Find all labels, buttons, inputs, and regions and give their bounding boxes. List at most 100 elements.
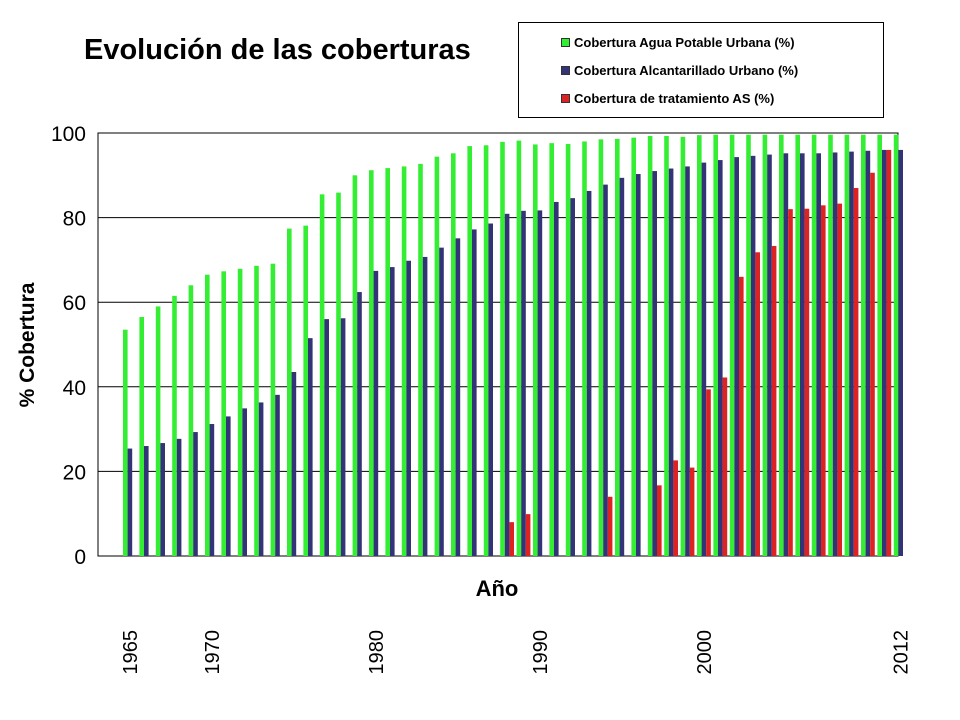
bar-agua-potable-1997 — [647, 135, 653, 556]
bar-tratamiento-2005 — [788, 209, 793, 556]
bar-agua-potable-1990 — [533, 144, 538, 557]
plot-area — [97, 132, 899, 557]
y-tick-label: 40 — [63, 377, 86, 400]
bar-agua-potable-1989 — [516, 140, 522, 557]
bar-alcantarillado-1997 — [652, 171, 657, 556]
bar-agua-potable-1966 — [139, 317, 144, 556]
bar-agua-potable-1993 — [582, 141, 587, 556]
bar-alcantarillado-2007 — [816, 153, 821, 557]
bar-agua-potable-2012 — [893, 134, 899, 556]
bar-agua-potable-1974 — [270, 263, 276, 556]
bars-layer — [123, 134, 903, 557]
bar-agua-potable-2001 — [713, 134, 718, 556]
bar-alcantarillado-1976 — [308, 338, 313, 556]
bar-tratamiento-2009 — [853, 187, 859, 557]
bar-alcantarillado-1978 — [340, 318, 346, 556]
bar-agua-potable-1972 — [237, 268, 243, 556]
bar-agua-potable-1968 — [172, 295, 177, 556]
bar-agua-potable-1982 — [401, 166, 407, 557]
bar-alcantarillado-1970 — [209, 424, 215, 556]
bar-alcantarillado-1985 — [455, 238, 461, 556]
bar-agua-potable-1976 — [303, 225, 308, 556]
bar-agua-potable-1969 — [188, 285, 194, 556]
y-tick-label: 80 — [63, 208, 86, 231]
bar-alcantarillado-2010 — [865, 150, 871, 556]
bar-alcantarillado-1988 — [504, 213, 510, 557]
bar-alcantarillado-1999 — [685, 166, 690, 557]
bar-alcantarillado-2012 — [898, 149, 903, 557]
bar-tratamiento-1988 — [509, 522, 514, 556]
bar-tratamiento-1999 — [689, 467, 695, 556]
bar-tratamiento-2003 — [755, 252, 760, 557]
bar-agua-potable-1984 — [434, 156, 440, 556]
bar-agua-potable-2006 — [795, 134, 800, 556]
legend-swatch-agua-potable — [561, 37, 570, 47]
y-tick-label: 60 — [63, 292, 86, 315]
bar-alcantarillado-1995 — [619, 177, 625, 556]
bar-agua-potable-1975 — [287, 228, 292, 556]
bar-agua-potable-1971 — [221, 271, 226, 556]
x-tick-label: 1980 — [366, 630, 388, 675]
bar-agua-potable-1981 — [385, 168, 390, 557]
bar-tratamiento-1997 — [657, 485, 662, 556]
bar-agua-potable-1978 — [336, 192, 341, 556]
bar-tratamiento-2001 — [722, 377, 728, 556]
bar-agua-potable-1988 — [500, 141, 505, 556]
legend-item-alcantarillado: Cobertura Alcantarillado Urbano (%) — [561, 61, 798, 79]
legend-label-tratamiento: Cobertura de tratamiento AS (%) — [574, 90, 775, 106]
x-tick-label: 2012 — [891, 630, 913, 675]
legend-swatch-alcantarillado — [561, 65, 570, 75]
bar-alcantarillado-1967 — [160, 443, 165, 556]
bar-alcantarillado-1994 — [603, 184, 608, 557]
bar-agua-potable-2007 — [811, 134, 817, 556]
x-tick-label: 1970 — [202, 630, 224, 675]
bar-agua-potable-1994 — [598, 139, 604, 556]
x-axis-title: Año — [476, 576, 519, 601]
bar-alcantarillado-1992 — [570, 198, 575, 556]
x-tick-label: 1990 — [530, 630, 552, 675]
bar-agua-potable-2000 — [697, 135, 702, 556]
x-tick-label: 2000 — [694, 630, 716, 675]
bar-agua-potable-1967 — [155, 306, 161, 556]
bar-agua-potable-1992 — [565, 144, 571, 556]
bar-alcantarillado-2001 — [718, 160, 723, 556]
bar-tratamiento-2007 — [821, 205, 826, 556]
bar-alcantarillado-2005 — [783, 153, 789, 557]
bar-alcantarillado-1969 — [193, 432, 198, 556]
y-tick-labels: 0 20 40 60 80 100 — [51, 123, 86, 569]
bar-agua-potable-2011 — [877, 134, 882, 556]
bar-tratamiento-2008 — [837, 203, 842, 556]
bar-alcantarillado-1979 — [357, 292, 362, 556]
bar-alcantarillado-1972 — [242, 408, 247, 556]
bar-tratamiento-1989 — [525, 514, 531, 556]
bar-tratamiento-2010 — [870, 172, 875, 556]
bar-agua-potable-2002 — [729, 134, 735, 556]
bar-alcantarillado-1986 — [472, 229, 477, 556]
bar-tratamiento-2004 — [771, 245, 777, 556]
bar-tratamiento-2011 — [886, 149, 892, 557]
bar-agua-potable-1999 — [680, 136, 686, 556]
bar-alcantarillado-1974 — [275, 394, 280, 556]
bar-alcantarillado-2000 — [701, 162, 707, 557]
bar-agua-potable-1973 — [254, 265, 259, 556]
bar-alcantarillado-1990 — [537, 210, 543, 556]
bar-agua-potable-1995 — [615, 138, 620, 557]
bar-alcantarillado-1983 — [422, 256, 428, 556]
bar-tratamiento-2000 — [706, 389, 711, 556]
bar-alcantarillado-1998 — [668, 168, 674, 556]
bar-alcantarillado-1987 — [488, 223, 493, 556]
bar-agua-potable-2009 — [844, 134, 850, 556]
bar-alcantarillado-2008 — [832, 152, 838, 556]
legend-label-agua-potable: Cobertura Agua Potable Urbana (%) — [574, 34, 795, 50]
bar-alcantarillado-2002 — [734, 157, 739, 557]
y-axis-title: % Cobertura — [16, 282, 39, 407]
bar-agua-potable-1991 — [549, 143, 554, 556]
bar-agua-potable-2003 — [746, 134, 751, 556]
y-tick-label: 100 — [51, 123, 86, 146]
bar-alcantarillado-1977 — [324, 319, 329, 556]
bar-tratamiento-2002 — [739, 276, 744, 556]
bar-alcantarillado-2003 — [750, 155, 756, 556]
x-tick-label: 1965 — [120, 630, 142, 675]
bar-agua-potable-1985 — [451, 153, 456, 557]
